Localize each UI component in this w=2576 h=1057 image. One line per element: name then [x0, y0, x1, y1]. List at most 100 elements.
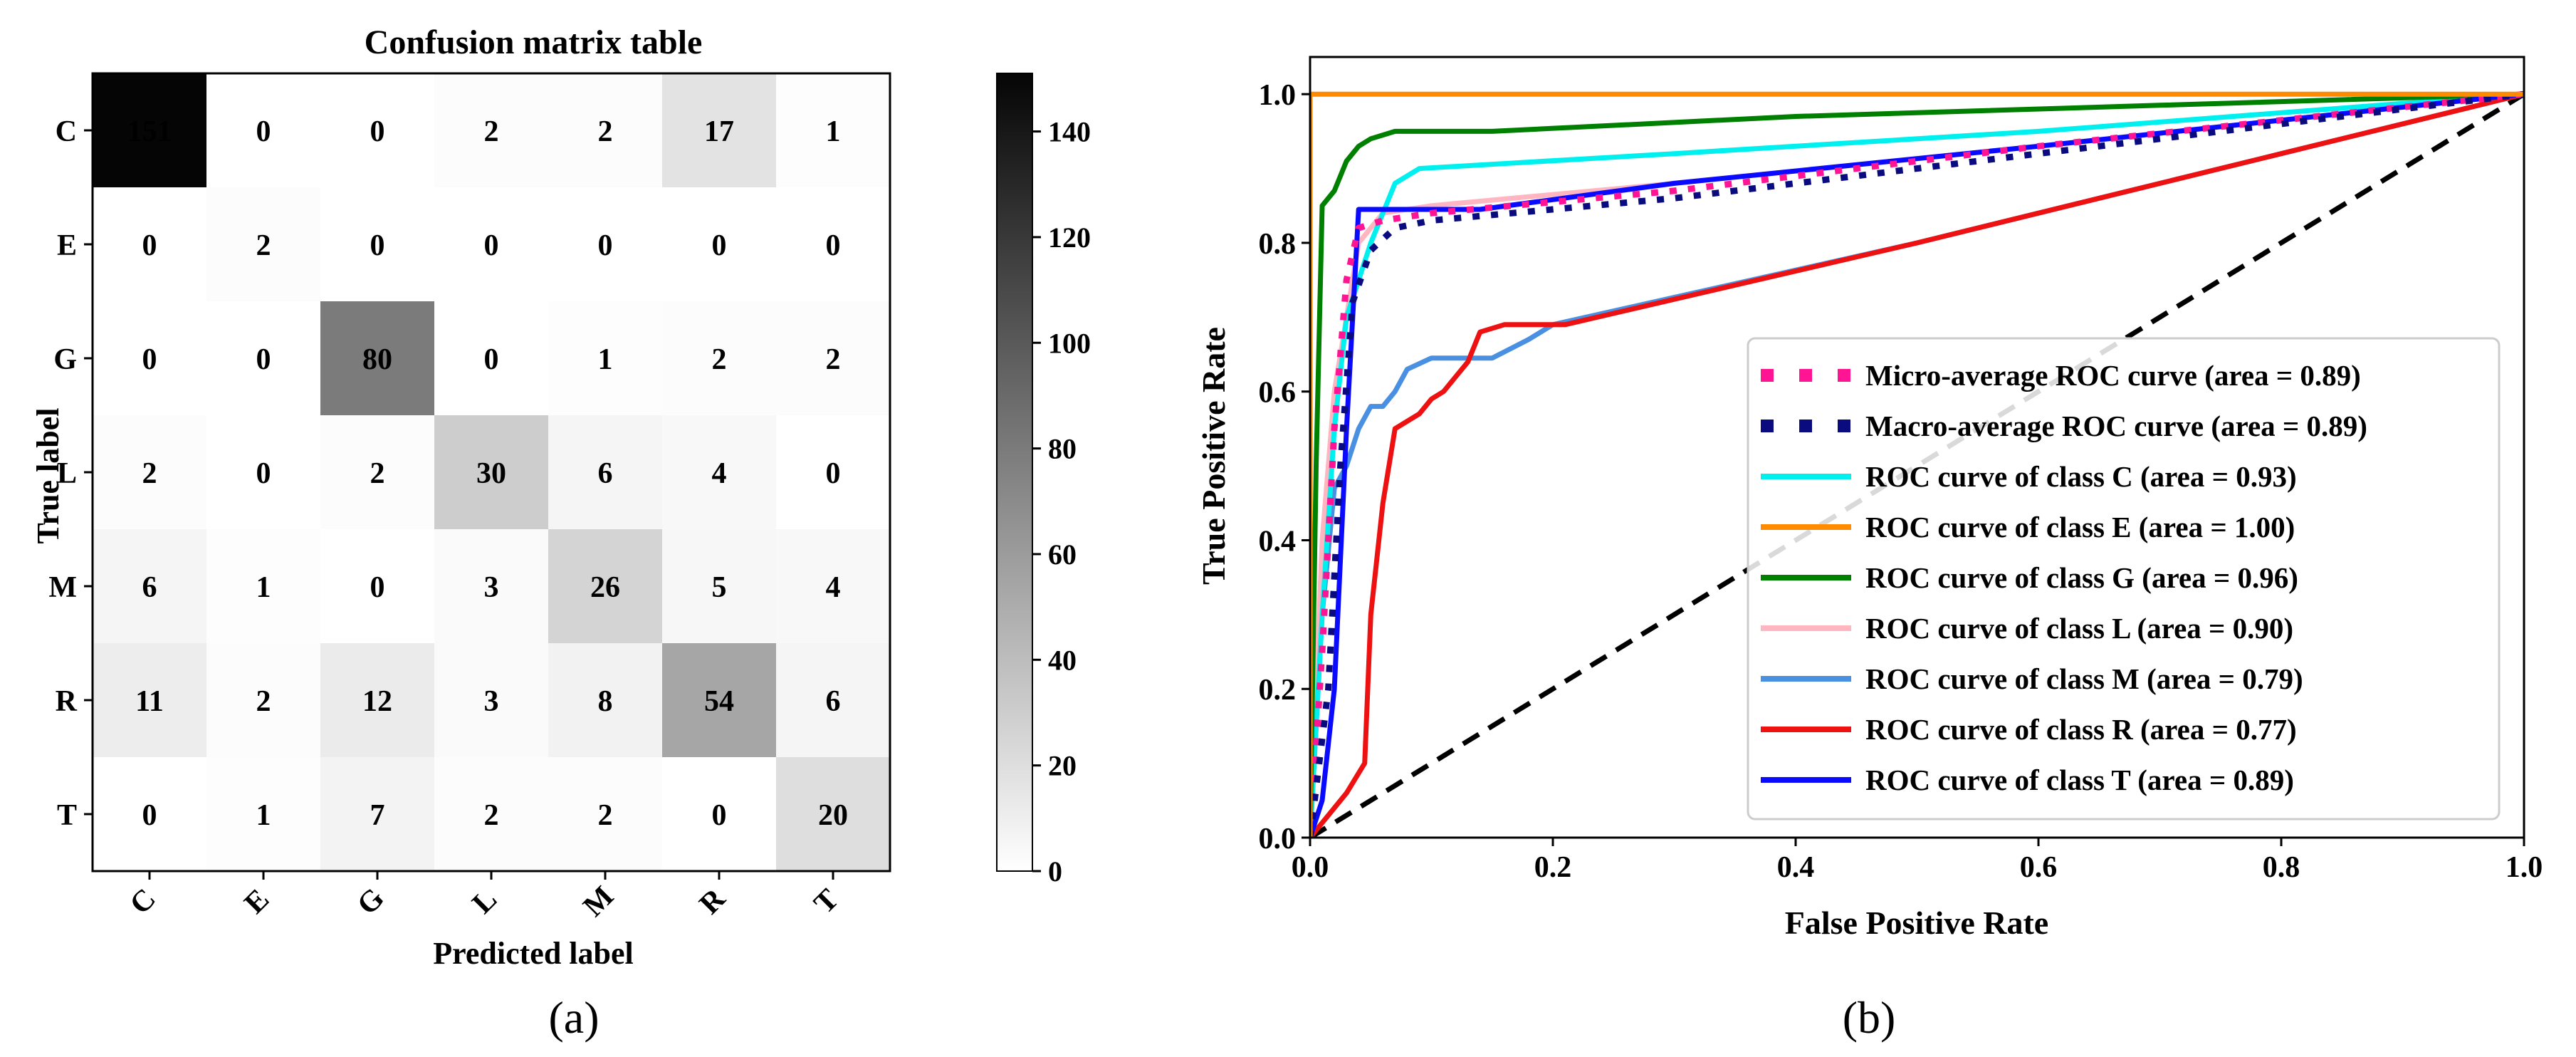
- heatmap-cell: [93, 529, 206, 643]
- heatmap-cell: [93, 643, 206, 757]
- heatmap-cell-value: 4: [712, 457, 727, 490]
- heatmap-cell: [662, 757, 776, 871]
- heatmap-cell-value: 1: [256, 571, 271, 604]
- heatmap-ytick-label: G: [53, 343, 77, 376]
- roc-xlabel: False Positive Rate: [1785, 905, 2048, 941]
- colorbar-tick-label: 20: [1048, 750, 1077, 782]
- heatmap-xtick-label: C: [124, 882, 162, 921]
- heatmap-xtick-label: G: [351, 882, 391, 922]
- heatmap-cell: [776, 757, 890, 871]
- heatmap-cell-value: 0: [370, 229, 385, 262]
- heatmap-cell-value: 0: [712, 799, 727, 832]
- panel-b-label: (b): [1843, 992, 1896, 1043]
- heatmap-cell-value: 54: [704, 685, 734, 718]
- roc-ytick-label: 1.0: [1259, 79, 1297, 112]
- heatmap-cell-value: 2: [826, 343, 841, 376]
- heatmap-cell-value: 6: [598, 457, 613, 490]
- colorbar-tick-label: 40: [1048, 644, 1077, 676]
- roc-ytick-label: 0.6: [1259, 377, 1297, 410]
- heatmap-cell-value: 151: [127, 115, 172, 148]
- heatmap-cell: [206, 757, 320, 871]
- colorbar-tick-label: 60: [1048, 538, 1077, 571]
- heatmap-ytick-label: T: [57, 799, 77, 832]
- heatmap-cell: [93, 73, 206, 187]
- heatmap-cell: [662, 301, 776, 415]
- heatmap-cell-value: 30: [476, 457, 506, 490]
- heatmap-cell: [662, 643, 776, 757]
- heatmap-ytick-label: E: [57, 229, 77, 262]
- heatmap-cell: [662, 73, 776, 187]
- heatmap-ytick-label: R: [56, 685, 78, 718]
- legend-label: ROC curve of class M (area = 0.79): [1865, 662, 2303, 695]
- heatmap-cell: [206, 73, 320, 187]
- roc-series-line: [1310, 91, 2524, 838]
- heatmap-cell: [93, 187, 206, 301]
- heatmap-cell: [320, 301, 434, 415]
- roc-curves: [1310, 90, 2524, 838]
- colorbar-tick-label: 120: [1048, 222, 1091, 254]
- heatmap-cell: [548, 187, 662, 301]
- heatmap-cell: [434, 415, 548, 529]
- heatmap-cell: [206, 643, 320, 757]
- roc-xtick-label: 0.2: [1534, 851, 1572, 884]
- heatmap-xtick-label: M: [577, 880, 621, 924]
- heatmap-ytick-label: C: [56, 115, 77, 148]
- heatmap-cell-value: 11: [135, 685, 164, 718]
- roc-xtick-label: 0.8: [2263, 851, 2300, 884]
- heatmap-cell: [662, 529, 776, 643]
- colorbar-tick-label: 140: [1048, 116, 1091, 148]
- roc-ytick-label: 0.8: [1259, 228, 1297, 261]
- roc-legend: Micro-average ROC curve (area = 0.89) Mac…: [1747, 337, 2501, 821]
- heatmap-xlabel: Predicted label: [433, 936, 633, 971]
- heatmap-cell-value: 6: [142, 571, 157, 604]
- heatmap-ytick-label: L: [57, 457, 77, 490]
- heatmap-cell-value: 2: [142, 457, 157, 490]
- heatmap-cell: [93, 301, 206, 415]
- heatmap-cell-value: 20: [818, 799, 848, 832]
- heatmap-cell: [434, 187, 548, 301]
- heatmap-cell-value: 2: [598, 115, 613, 148]
- roc-ytick-label: 0.0: [1259, 823, 1297, 855]
- heatmap-cell-value: 2: [256, 229, 271, 262]
- heatmap-cell: [434, 73, 548, 187]
- heatmap-cell-value: 0: [142, 229, 157, 262]
- legend-label: ROC curve of class T (area = 0.89): [1865, 764, 2294, 796]
- colorbar-tick-label: 0: [1048, 855, 1062, 887]
- heatmap-cell-value: 26: [590, 571, 620, 604]
- heatmap-cell: [320, 187, 434, 301]
- heatmap-cell: [776, 415, 890, 529]
- heatmap-cell-value: 0: [826, 229, 841, 262]
- roc-xtick-label: 0.6: [2020, 851, 2058, 884]
- colorbar-tick-label: 80: [1048, 433, 1077, 465]
- legend-box: [1747, 337, 2501, 821]
- heatmap-cell-value: 4: [826, 571, 841, 604]
- heatmap-cell-value: 2: [484, 115, 499, 148]
- roc-xtick-label: 0.0: [1292, 851, 1329, 884]
- heatmap-cell-value: 2: [256, 685, 271, 718]
- heatmap-cell: [662, 415, 776, 529]
- legend-label: Micro-average ROC curve (area = 0.89): [1865, 359, 2361, 392]
- heatmap-xtick-label: R: [693, 882, 732, 920]
- heatmap-cell: [320, 643, 434, 757]
- heatmap-cell-value: 0: [484, 343, 499, 376]
- roc-series-line: [1310, 91, 2524, 838]
- heatmap-cell-value: 12: [362, 685, 392, 718]
- heatmap-cell: [206, 301, 320, 415]
- heatmap-ylabel: True label: [31, 407, 66, 543]
- heatmap-cell: [548, 301, 662, 415]
- heatmap-cell: [434, 757, 548, 871]
- legend-label: ROC curve of class E (area = 1.00): [1865, 511, 2295, 543]
- heatmap-cell: [662, 187, 776, 301]
- legend-label: ROC curve of class R (area = 0.77): [1865, 713, 2297, 746]
- heatmap-cell: [776, 301, 890, 415]
- heatmap-cell-value: 0: [826, 457, 841, 490]
- heatmap-cell: [434, 301, 548, 415]
- heatmap-cell: [548, 73, 662, 187]
- heatmap-cell: [548, 757, 662, 871]
- heatmap-cell-value: 3: [484, 571, 499, 604]
- heatmap-cell: [93, 415, 206, 529]
- heatmap-cell-value: 0: [370, 571, 385, 604]
- heatmap-cell: [776, 643, 890, 757]
- heatmap-cell: [206, 415, 320, 529]
